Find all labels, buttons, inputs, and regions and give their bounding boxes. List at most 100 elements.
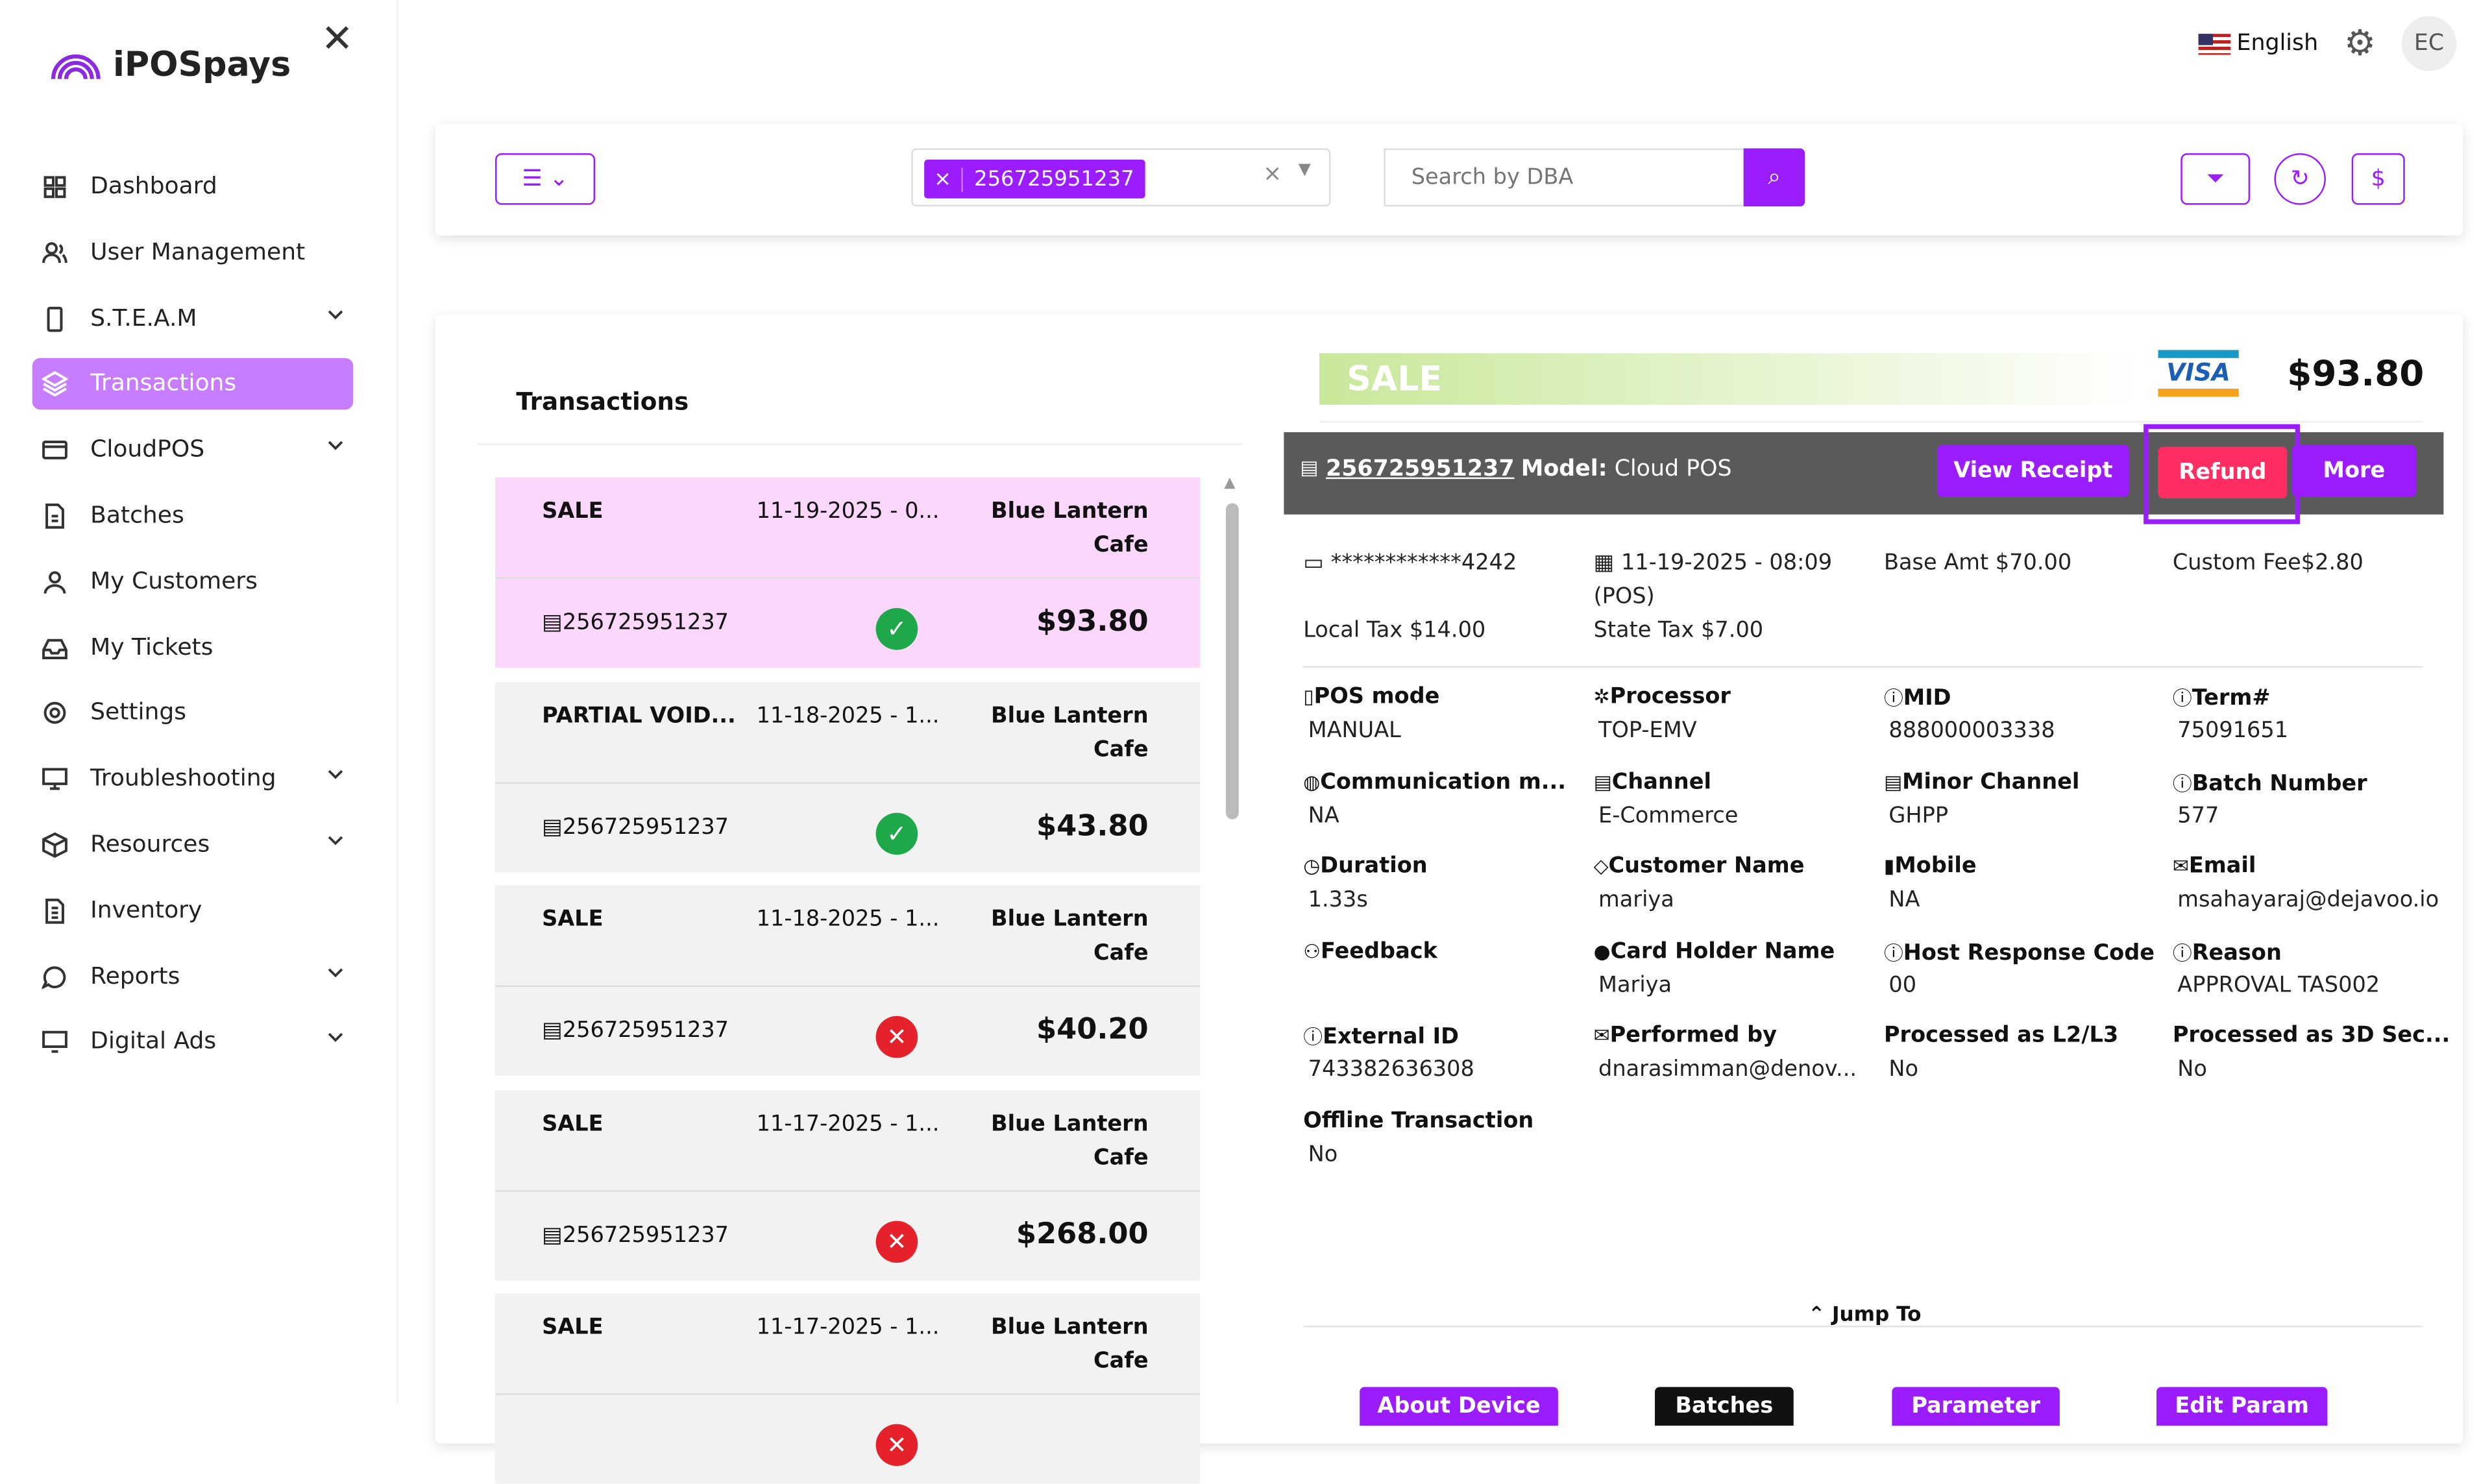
layers-icon [40, 370, 69, 399]
chevron-down-icon[interactable] [328, 766, 344, 783]
language-label: English [2236, 30, 2319, 56]
jump-parameter-button[interactable]: Parameter [1892, 1387, 2060, 1426]
chip-remove-icon[interactable]: × [924, 167, 963, 191]
search-dollar-button[interactable]: $ [2351, 153, 2405, 205]
tid-link[interactable]: 256725951237 [1325, 456, 1515, 483]
filter-button[interactable]: ⏷ [2180, 153, 2251, 205]
view-receipt-button[interactable]: View Receipt [1936, 444, 2129, 497]
sidebar-item-dashboard[interactable]: Dashboard [32, 162, 354, 213]
field-value: 00 [1888, 971, 1917, 998]
chat-icon [40, 962, 69, 991]
tx-date: 11-17-2025 - 1... [756, 1110, 940, 1136]
jump-batches-button[interactable]: Batches [1655, 1387, 1794, 1426]
sidebar-item-label: Batches [90, 503, 184, 529]
sidebar-item-my-customers[interactable]: My Customers [32, 556, 354, 608]
transaction-list-item[interactable]: SALE 11-19-2025 - 0... Blue Lantern Cafe… [495, 477, 1201, 668]
jump-about-device-button[interactable]: About Device [1360, 1387, 1558, 1426]
field-label: ⚇Feedback [1303, 938, 1437, 964]
chevron-down-icon[interactable] [328, 1030, 344, 1046]
scroll-up-icon[interactable]: ▲ [1224, 476, 1236, 493]
custom-fee: Custom Fee$2.80 [2172, 550, 2364, 576]
field-value: TOP-EMV [1598, 718, 1697, 744]
refund-highlight [2144, 424, 2301, 524]
field-value: Mariya [1598, 971, 1672, 998]
jump-edit-param-button[interactable]: Edit Param [2156, 1387, 2328, 1426]
search-button[interactable]: ⌕ [1743, 148, 1805, 207]
tx-date: 11-18-2025 - 1... [756, 906, 940, 932]
tx-amount: $93.80 [1036, 605, 1149, 639]
us-flag-icon [2197, 32, 2230, 55]
sidebar-item-transactions[interactable]: Transactions [32, 358, 354, 411]
tx-id: ▤256725951237 [542, 1222, 729, 1248]
tx-type: SALE [542, 906, 604, 932]
close-sidebar-icon[interactable]: ✕ [321, 16, 354, 62]
sidebar-item-cloudpos[interactable]: CloudPOS [32, 424, 354, 476]
settings-gear-icon[interactable]: ⚙ [2343, 23, 2376, 64]
tx-row2: ▤256725951237 ✕ $268.00 [495, 1189, 1201, 1262]
filter-icon: ⏷ [2206, 165, 2225, 192]
clear-icon[interactable]: × [1263, 161, 1282, 188]
field-value: NA [1308, 802, 1339, 829]
field-value: mariya [1598, 886, 1674, 913]
model-label: Model: [1521, 456, 1607, 483]
sidebar-item-settings[interactable]: Settings [32, 688, 354, 740]
sidebar-item-label: Transactions [90, 371, 237, 398]
transaction-list-item[interactable]: SALE 11-18-2025 - 1... Blue Lantern Cafe… [495, 885, 1201, 1076]
sidebar-item-batches[interactable]: Batches [32, 491, 354, 542]
tx-merchant: Blue Lantern [991, 1110, 1149, 1136]
transaction-list-item[interactable]: SALE 11-17-2025 - 1... Blue Lantern Cafe… [495, 1089, 1201, 1280]
field-value: No [1308, 1141, 1338, 1167]
view-toggle-button[interactable]: ☰ ⌄ [495, 153, 596, 205]
chevron-down-icon[interactable] [328, 437, 344, 454]
terminal-icon: ▤ [542, 1221, 563, 1248]
field-value: NA [1888, 886, 1920, 913]
sidebar-item-user-management[interactable]: User Management [32, 227, 354, 279]
language-selector[interactable]: English [2197, 30, 2319, 56]
chevron-down-icon[interactable] [328, 832, 344, 848]
sidebar-item-label: CloudPOS [90, 437, 205, 463]
logo: iPOSpays [49, 45, 291, 84]
sidebar-item-s-t-e-a-m[interactable]: S.T.E.A.M [32, 293, 354, 345]
field-value: E-Commerce [1598, 802, 1739, 829]
list-icon: ☰ ⌄ [522, 165, 568, 192]
card-icon: ▭ [1303, 550, 1324, 576]
tx-date: 11-18-2025 - 1... [756, 702, 940, 729]
jump-to-label: ⌃ Jump To [1798, 1301, 1931, 1326]
sidebar-item-label: Settings [90, 700, 187, 727]
sidebar-item-label: Digital Ads [90, 1029, 217, 1056]
scrollbar-thumb[interactable] [1225, 503, 1239, 820]
field-label: ✉Performed by [1594, 1023, 1777, 1049]
chevron-down-icon[interactable] [328, 964, 344, 980]
calendar-icon: ▦ [1593, 550, 1615, 576]
sidebar-item-troubleshooting[interactable]: Troubleshooting [32, 753, 354, 805]
tid-select[interactable]: × 256725951237 × ▼ [911, 148, 1331, 207]
refresh-icon: ↻ [2290, 165, 2310, 192]
tx-date: 11-19-2025 - 0... [756, 498, 940, 524]
more-button[interactable]: More [2291, 444, 2417, 497]
detail-amount: $93.80 [2287, 354, 2425, 395]
sidebar-item-my-tickets[interactable]: My Tickets [32, 622, 354, 674]
chevron-down-icon[interactable] [328, 306, 344, 322]
device-icon [40, 304, 69, 334]
tx-type: SALE [542, 498, 604, 524]
refund-button[interactable]: Refund [2158, 446, 2288, 498]
refresh-button[interactable]: ↻ [2274, 153, 2326, 205]
sidebar-item-inventory[interactable]: Inventory [32, 885, 354, 937]
sidebar-item-digital-ads[interactable]: Digital Ads [32, 1017, 354, 1069]
field-label-text: Email [2188, 853, 2256, 879]
transaction-list-item[interactable]: PARTIAL VOID... 11-18-2025 - 1... Blue L… [495, 681, 1201, 872]
field-value: GHPP [1888, 802, 1949, 829]
field-label-text: Duration [1320, 853, 1428, 879]
display-icon [40, 1028, 69, 1057]
sidebar-item-reports[interactable]: Reports [32, 951, 354, 1003]
mail-icon: ✉ [2172, 855, 2189, 878]
tx-id-value: 256725951237 [562, 813, 729, 840]
sidebar-item-label: My Customers [90, 568, 258, 595]
search-dba-input[interactable] [1384, 148, 1746, 207]
sidebar-item-resources[interactable]: Resources [32, 820, 354, 871]
divider [1303, 666, 2423, 668]
transaction-list-item[interactable]: SALE 11-17-2025 - 1... Blue Lantern Cafe… [495, 1293, 1201, 1484]
avatar[interactable]: EC [2401, 16, 2457, 71]
tx-merchant: Blue Lantern [991, 498, 1149, 524]
dropdown-caret-icon[interactable]: ▼ [1298, 161, 1311, 179]
